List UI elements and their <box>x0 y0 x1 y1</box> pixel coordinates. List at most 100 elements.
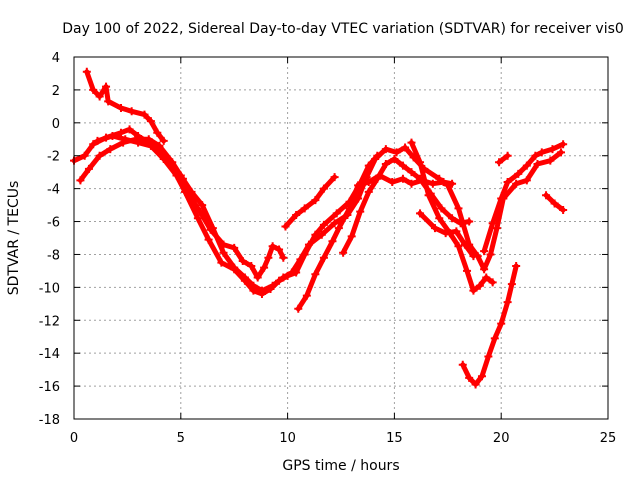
data-point <box>279 253 288 262</box>
data-point <box>108 131 117 140</box>
data-point <box>311 270 320 279</box>
data-point <box>116 128 125 137</box>
data-point <box>104 97 113 106</box>
data-point <box>82 67 91 76</box>
data-point <box>490 334 499 343</box>
data-series-6 <box>283 174 338 229</box>
data-point <box>542 191 551 200</box>
data-point <box>503 151 512 160</box>
data-point <box>488 278 497 287</box>
y-tick-label: -8 <box>47 248 60 263</box>
plot-frame <box>73 56 609 420</box>
data-point <box>522 161 531 170</box>
data-point <box>469 252 478 261</box>
data-point <box>522 176 531 185</box>
data-point <box>439 178 448 187</box>
data-point <box>146 117 155 126</box>
data-point <box>531 151 540 160</box>
data-point <box>492 224 501 233</box>
data-point <box>435 214 444 223</box>
x-tick-label: 20 <box>493 431 510 446</box>
data-point <box>347 232 356 241</box>
data-point <box>416 158 425 167</box>
data-point <box>95 151 104 160</box>
data-point <box>283 271 292 280</box>
y-tick-label: -10 <box>39 281 60 296</box>
x-tick-label: 0 <box>70 431 78 446</box>
data-point <box>381 145 390 154</box>
data-point <box>465 373 474 382</box>
data-point <box>84 164 93 173</box>
y-axis-title: SDTVAR / TECUs <box>6 181 22 296</box>
data-point <box>475 281 484 290</box>
data-point <box>463 266 472 275</box>
data-point <box>486 250 495 259</box>
data-point <box>292 268 301 277</box>
data-point <box>503 178 512 187</box>
data-point <box>292 210 301 219</box>
data-point <box>257 289 266 298</box>
data-point <box>465 217 474 226</box>
data-point <box>266 285 275 294</box>
x-axis-title: GPS time / hours <box>282 458 399 474</box>
data-point <box>311 230 320 239</box>
y-tick-label: -2 <box>47 150 60 165</box>
data-point <box>480 265 489 274</box>
data-point <box>430 224 439 233</box>
data-point <box>546 156 555 165</box>
data-point <box>537 148 546 157</box>
data-point <box>230 265 239 274</box>
data-point <box>168 158 177 167</box>
data-point <box>495 158 504 167</box>
data-point <box>388 178 397 187</box>
data-point <box>407 168 416 177</box>
data-point <box>106 145 115 154</box>
data-point <box>230 243 239 252</box>
data-point <box>121 135 130 144</box>
data-point <box>401 143 410 152</box>
x-tick-label: 10 <box>279 431 296 446</box>
data-point <box>198 201 207 210</box>
data-point <box>116 104 125 113</box>
data-point <box>330 219 339 228</box>
y-tick-label: 4 <box>52 51 60 66</box>
x-tick-label: 15 <box>386 431 403 446</box>
data-point <box>89 140 98 149</box>
data-point <box>159 136 168 145</box>
data-point <box>102 82 111 91</box>
data-point <box>294 304 303 313</box>
data-point <box>144 135 153 144</box>
data-point <box>339 248 348 257</box>
data-point <box>373 151 382 160</box>
data-point <box>268 242 277 251</box>
data-point <box>550 199 559 208</box>
data-point <box>559 140 568 149</box>
data-point <box>407 138 416 147</box>
data-point <box>460 240 469 249</box>
data-series-12 <box>496 153 511 165</box>
data-point <box>219 248 228 257</box>
data-point <box>275 276 284 285</box>
data-point <box>330 173 339 182</box>
data-point <box>488 219 497 228</box>
data-point <box>428 179 437 188</box>
data-point <box>134 138 143 147</box>
data-point <box>507 280 516 289</box>
data-point <box>208 224 217 233</box>
data-point <box>398 161 407 170</box>
data-point <box>217 258 226 267</box>
data-series-11 <box>481 141 566 254</box>
data-point <box>454 204 463 213</box>
data-point <box>392 148 401 157</box>
data-point <box>281 222 290 231</box>
y-tick-label: -4 <box>47 183 60 198</box>
data-point <box>448 179 457 188</box>
data-point <box>319 184 328 193</box>
data-point <box>125 125 134 134</box>
data-point <box>319 253 328 262</box>
data-point <box>95 92 104 101</box>
data-point <box>448 214 457 223</box>
data-point <box>437 204 446 213</box>
y-tick-label: -14 <box>39 347 60 362</box>
data-point <box>181 187 190 196</box>
